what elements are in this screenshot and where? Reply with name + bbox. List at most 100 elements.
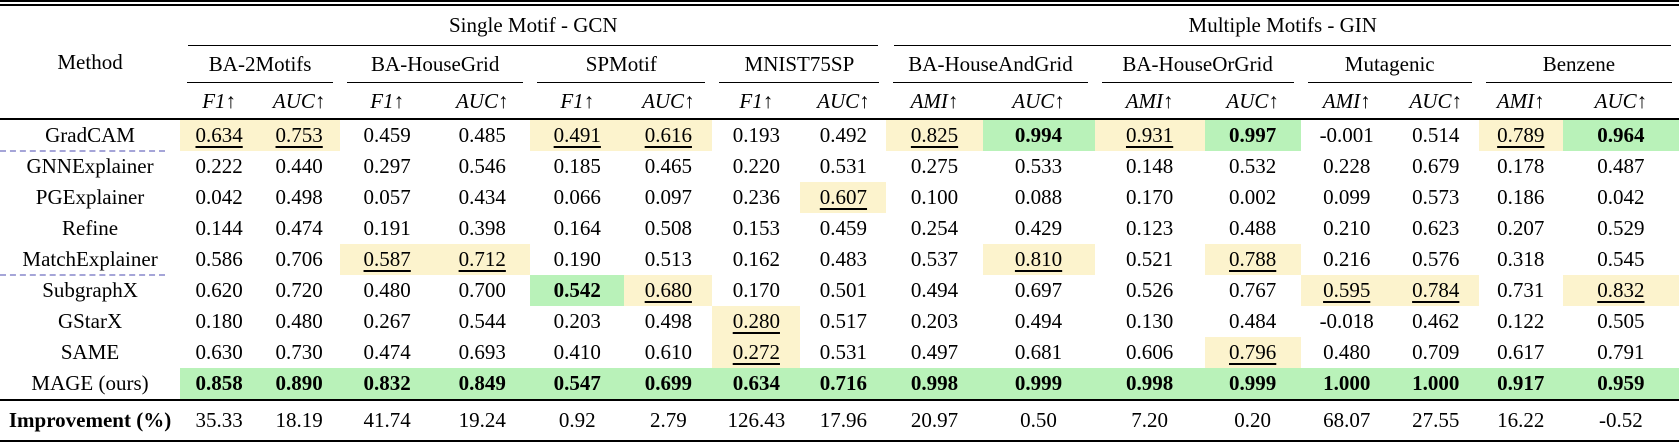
metric-value: 0.595 bbox=[1323, 278, 1371, 302]
value-cell: 0.186 bbox=[1479, 182, 1563, 213]
value-cell: 0.440 bbox=[258, 151, 340, 182]
value-cell: 0.410 bbox=[530, 337, 624, 368]
method-column-header: Method bbox=[0, 3, 181, 120]
improvement-value-cell: 0.50 bbox=[982, 399, 1095, 443]
value-cell: 0.480 bbox=[1301, 337, 1393, 368]
value-cell: 0.576 bbox=[1393, 244, 1479, 275]
value-cell: 0.699 bbox=[624, 368, 713, 400]
method-cell: SAME bbox=[60, 340, 120, 364]
value-cell: 0.459 bbox=[340, 119, 434, 151]
metric-name: AUC bbox=[272, 88, 315, 113]
metric-value: 0.542 bbox=[553, 278, 601, 302]
metric-value: 0.513 bbox=[644, 247, 692, 271]
value-cell: 0.532 bbox=[1205, 151, 1301, 182]
up-arrow: ↑ bbox=[1451, 88, 1462, 113]
metric-value: 0.100 bbox=[910, 185, 959, 209]
metric-value: 0.529 bbox=[1597, 216, 1645, 240]
metric-name: F1 bbox=[370, 88, 394, 113]
metric-value: 0.483 bbox=[819, 247, 868, 271]
value-cell: 0.546 bbox=[434, 151, 530, 182]
up-arrow: ↑ bbox=[947, 88, 959, 113]
metric-value: 0.497 bbox=[910, 340, 959, 364]
value-cell: 0.586 bbox=[180, 244, 258, 275]
value-cell: 0.207 bbox=[1479, 213, 1563, 244]
value-cell: 0.153 bbox=[712, 213, 800, 244]
value-cell: 0.544 bbox=[434, 306, 530, 337]
metric-value: 0.487 bbox=[1597, 154, 1645, 178]
metric-value: 0.832 bbox=[363, 371, 411, 395]
improvement-value-cell: 68.07 bbox=[1300, 399, 1393, 443]
metric-value: 0.434 bbox=[458, 185, 506, 209]
up-arrow: ↑ bbox=[583, 88, 595, 113]
value-cell: 0.634 bbox=[712, 368, 801, 400]
metric-value: 0.700 bbox=[458, 278, 506, 302]
metric-value: 0.825 bbox=[910, 123, 959, 147]
dataset-header: BA-HouseGrid bbox=[340, 46, 530, 84]
value-cell: 0.542 bbox=[530, 275, 625, 306]
up-arrow: ↑ bbox=[1163, 88, 1174, 113]
value-cell: 0.849 bbox=[434, 368, 531, 400]
value-cell: 0.297 bbox=[340, 151, 434, 182]
value-cell: 0.042 bbox=[180, 182, 258, 213]
metric-value: 0.002 bbox=[1229, 185, 1277, 209]
value-cell: 0.254 bbox=[886, 213, 982, 244]
metric-value: 0.123 bbox=[1125, 216, 1174, 240]
metric-value: 0.220 bbox=[732, 154, 780, 178]
value-cell: 0.178 bbox=[1479, 151, 1563, 182]
metric-value: 0.465 bbox=[644, 154, 692, 178]
metric-value: 0.517 bbox=[819, 309, 868, 333]
value-cell: 0.434 bbox=[434, 182, 530, 213]
metric-header: AMI↑ bbox=[1300, 84, 1393, 120]
metric-value: 0.617 bbox=[1497, 340, 1545, 364]
metric-value: 0.681 bbox=[1014, 340, 1063, 364]
value-cell: 0.488 bbox=[1205, 213, 1301, 244]
value-cell: 0.236 bbox=[712, 182, 800, 213]
value-cell: 0.545 bbox=[1563, 244, 1679, 275]
metric-value: 0.440 bbox=[275, 154, 323, 178]
dataset-name: BA-HouseOrGrid bbox=[1101, 48, 1294, 83]
metric-value: 0.716 bbox=[819, 371, 868, 395]
table-row: PGExplainer 0.042 0.498 0.057 0.434 0.066 0.09… bbox=[0, 182, 1679, 213]
metric-value: 0.275 bbox=[910, 154, 959, 178]
metric-value: 0.709 bbox=[1412, 340, 1460, 364]
metric-value: 0.057 bbox=[363, 185, 411, 209]
metric-value: 0.849 bbox=[458, 371, 506, 395]
value-cell: 0.998 bbox=[1094, 368, 1205, 400]
metric-header: AUC↑ bbox=[1204, 84, 1301, 120]
dataset-name: BA-HouseGrid bbox=[347, 48, 524, 83]
metric-value: 0.573 bbox=[1412, 185, 1460, 209]
table-row: SubgraphX 0.620 0.720 0.480 0.700 0.542 0.680 0… bbox=[0, 275, 1679, 306]
value-cell: 0.148 bbox=[1095, 151, 1205, 182]
value-cell: 0.832 bbox=[340, 368, 435, 400]
improvement-value-cell: 20.97 bbox=[886, 399, 983, 443]
value-cell: 0.964 bbox=[1562, 119, 1679, 151]
value-cell: 0.709 bbox=[1393, 337, 1479, 368]
table-row: Refine 0.144 0.474 0.191 0.398 0.164 0.508 0.15… bbox=[0, 213, 1679, 244]
value-cell: 0.514 bbox=[1393, 119, 1479, 151]
metric-value: 0.789 bbox=[1497, 123, 1545, 147]
value-cell: 0.791 bbox=[1563, 337, 1679, 368]
value-cell: 0.162 bbox=[712, 244, 800, 275]
metric-value: 0.791 bbox=[1597, 340, 1645, 364]
metric-value: 0.832 bbox=[1597, 278, 1645, 302]
value-cell: 0.623 bbox=[1393, 213, 1479, 244]
value-cell: 0.513 bbox=[624, 244, 712, 275]
table-row: GStarX 0.180 0.480 0.267 0.544 0.203 0.498 0.28… bbox=[0, 306, 1679, 337]
metric-value: 0.222 bbox=[195, 154, 243, 178]
metric-value: 0.697 bbox=[1014, 278, 1063, 302]
value-cell: 0.529 bbox=[1563, 213, 1679, 244]
value-cell: 0.100 bbox=[886, 182, 982, 213]
value-cell: 0.730 bbox=[258, 337, 340, 368]
value-cell: 0.716 bbox=[800, 368, 887, 400]
metric-name: AUC bbox=[1012, 88, 1055, 113]
method-cell: PGExplainer bbox=[35, 185, 145, 209]
value-cell: 0.610 bbox=[624, 337, 712, 368]
metric-value: 0.931 bbox=[1125, 123, 1174, 147]
metric-name: AUC bbox=[817, 88, 860, 113]
metric-value: 0.193 bbox=[732, 123, 780, 147]
group-label-gin: Multiple Motifs - GIN bbox=[894, 7, 1671, 46]
metric-value: 0.216 bbox=[1323, 247, 1371, 271]
value-cell: 0.474 bbox=[258, 213, 340, 244]
metric-value: 0.130 bbox=[1125, 309, 1174, 333]
metric-name: AMI bbox=[910, 88, 948, 113]
